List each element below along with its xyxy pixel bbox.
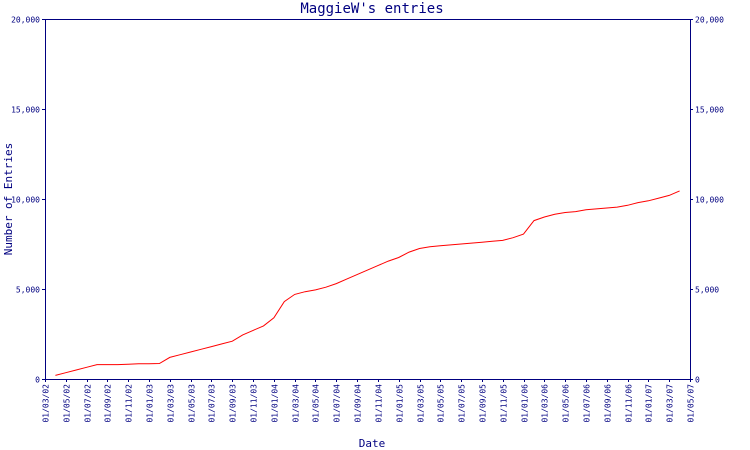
x-tick-label: 01/05/05 [437,384,446,423]
x-tick-label: 01/05/02 [63,384,72,423]
x-tick-label: 01/01/03 [146,384,155,423]
x-tick-label: 01/07/03 [208,384,217,423]
x-tick-label: 01/01/06 [521,384,530,423]
x-tick-label: 01/03/07 [666,384,675,423]
x-tick-label: 01/05/03 [188,384,197,423]
x-tick-label: 01/11/04 [375,384,384,423]
x-axis-title: Date [359,437,386,450]
y-axis-right: 0 5,000 10,000 15,000 20,000 [690,16,724,385]
y-axis-left: 0 5,000 10,000 15,000 20,000 [11,16,45,385]
x-tick-label: 01/03/04 [292,384,301,423]
x-tick-label: 01/01/07 [645,384,654,423]
x-tick-label: 01/11/02 [125,384,134,423]
x-tick-label: 01/01/04 [271,384,280,423]
x-tick-label: 01/03/06 [541,384,550,423]
x-axis: 01/03/02 01/05/02 01/07/02 01/09/02 01/11/02… [42,379,696,423]
x-tick-label: 01/07/05 [458,384,467,423]
x-tick-label: 01/05/07 [687,384,696,423]
x-tick-label: 01/11/06 [625,384,634,423]
x-tick-label: 01/03/03 [167,384,176,423]
x-tick-label: 01/01/05 [396,384,405,423]
y-tick-label-left: 20,000 [11,16,40,25]
chart-title: MaggieW's entries [300,1,443,17]
x-tick-label: 01/09/05 [479,384,488,423]
x-tick-label: 01/03/02 [42,384,51,423]
y-tick-label-right: 20,000 [695,16,724,25]
series-line [55,190,680,376]
x-tick-label: 01/05/04 [312,384,321,423]
y-tick-label-right: 5,000 [695,286,719,295]
x-tick-label: 01/07/04 [333,384,342,423]
x-tick-label: 01/07/02 [84,384,93,423]
x-tick-label: 01/05/06 [562,384,571,423]
x-tick-label: 01/11/05 [500,384,509,423]
y-tick-label-left: 5,000 [16,286,40,295]
x-tick-label: 01/11/03 [250,384,259,423]
y-tick-label-left: 15,000 [11,106,40,115]
x-tick-label: 01/09/04 [354,384,363,423]
y-tick-label-left: 0 [35,376,40,385]
y-tick-label-left: 10,000 [11,196,40,205]
x-tick-label: 01/09/02 [104,384,113,423]
x-tick-label: 01/09/06 [604,384,613,423]
y-tick-label-right: 15,000 [695,106,724,115]
x-tick-label: 01/07/06 [583,384,592,423]
y-axis-title: Number of Entries [2,143,15,256]
y-tick-label-right: 0 [695,376,700,385]
x-tick-label: 01/03/05 [417,384,426,423]
plot-frame [45,19,691,380]
x-tick-label: 01/09/03 [229,384,238,423]
y-tick-label-right: 10,000 [695,196,724,205]
